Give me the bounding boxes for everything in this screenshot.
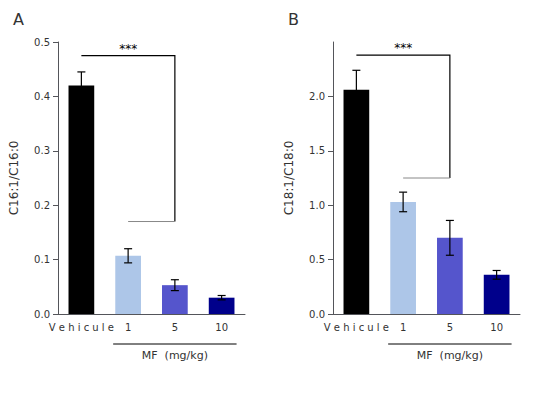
svg-text:2.0: 2.0 <box>309 91 325 102</box>
svg-text:5: 5 <box>447 322 453 333</box>
svg-text:V e h i c u l e: V e h i c u l e <box>324 322 389 333</box>
svg-text:10: 10 <box>490 322 503 333</box>
svg-text:MF (mg/kg): MF (mg/kg) <box>142 349 208 362</box>
svg-text:0.0: 0.0 <box>34 309 50 320</box>
svg-text:0.0: 0.0 <box>309 309 325 320</box>
svg-text:0.4: 0.4 <box>34 91 50 102</box>
svg-text:0.2: 0.2 <box>34 200 50 211</box>
svg-text:10: 10 <box>215 322 228 333</box>
svg-text:A: A <box>13 10 24 29</box>
svg-text:0.5: 0.5 <box>34 37 50 48</box>
svg-text:***: *** <box>394 41 412 55</box>
svg-text:V e h i c u l e: V e h i c u l e <box>49 322 114 333</box>
svg-text:1.0: 1.0 <box>309 200 325 211</box>
svg-text:0.1: 0.1 <box>34 254 50 265</box>
svg-text:0.3: 0.3 <box>34 145 50 156</box>
svg-text:C18:1/C18:0: C18:1/C18:0 <box>282 141 296 216</box>
svg-text:1: 1 <box>125 322 131 333</box>
svg-text:0.5: 0.5 <box>309 254 325 265</box>
svg-text:MF (mg/kg): MF (mg/kg) <box>417 349 483 362</box>
svg-text:1: 1 <box>400 322 406 333</box>
svg-text:C16:1/C16:0: C16:1/C16:0 <box>7 141 21 216</box>
svg-text:B: B <box>288 10 299 29</box>
svg-text:5: 5 <box>172 322 178 333</box>
svg-text:1.5: 1.5 <box>309 145 325 156</box>
svg-text:***: *** <box>119 42 137 56</box>
